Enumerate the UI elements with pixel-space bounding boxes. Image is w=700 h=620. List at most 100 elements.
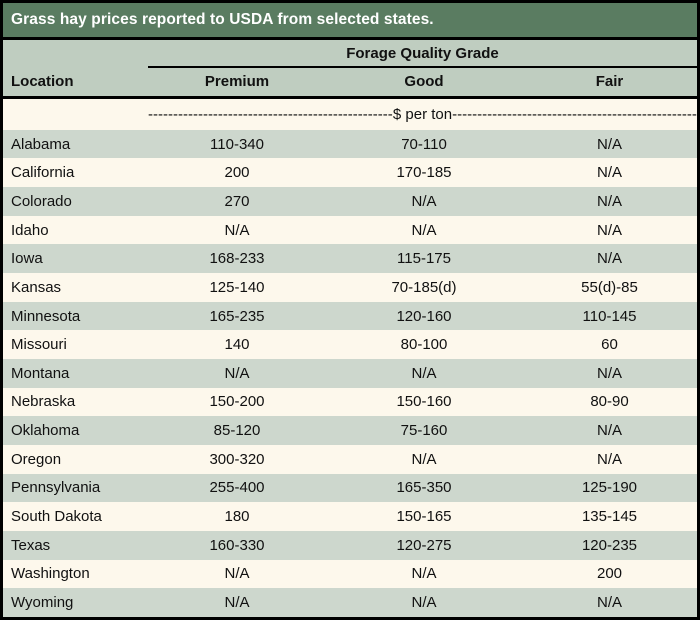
- column-header-premium: Premium: [148, 67, 326, 99]
- fair-cell: 60: [601, 336, 618, 354]
- premium-cell: 140: [224, 336, 250, 354]
- location-cell: Washington: [11, 565, 90, 583]
- table-row: Missouri 140 80-100 60: [3, 330, 697, 359]
- fair-cell: 125-190: [581, 479, 638, 497]
- location-cell: Missouri: [11, 336, 67, 354]
- premium-cell: 255-400: [209, 479, 265, 497]
- unit-row-spacer: [3, 97, 148, 130]
- table-row: Oklahoma 85-120 75-160 N/A: [3, 416, 697, 445]
- location-cell: Iowa: [11, 250, 43, 268]
- location-cell: Montana: [11, 364, 70, 382]
- table-row: California 200 170-185 N/A: [3, 158, 697, 188]
- good-cell: N/A: [411, 192, 437, 210]
- table-row: Washington N/A N/A 200: [3, 559, 697, 589]
- table-row: Pennsylvania 255-400 165-350 125-190: [3, 473, 697, 503]
- unit-label: $ per ton: [392, 105, 453, 123]
- table-row: South Dakota 180 150-165 135-145: [3, 502, 697, 531]
- good-cell: 75-160: [400, 422, 448, 440]
- good-cell: 115-175: [397, 250, 451, 268]
- fair-cell: N/A: [596, 164, 622, 182]
- location-cell: Nebraska: [11, 393, 76, 411]
- group-header: Forage Quality Grade: [148, 40, 697, 68]
- price-table: Forage Quality Grade Location Premium Go…: [3, 40, 697, 617]
- table-body: ----------------------------------------…: [3, 97, 697, 617]
- premium-cell: 270: [224, 192, 250, 210]
- fair-cell: N/A: [596, 135, 622, 153]
- premium-cell: 150-200: [209, 393, 265, 411]
- premium-cell: 85-120: [213, 422, 261, 440]
- good-cell: 70-185(d): [391, 278, 457, 296]
- table-row: Wyoming N/A N/A N/A: [3, 588, 697, 617]
- premium-cell: 300-320: [209, 450, 265, 468]
- table-row: Nebraska 150-200 150-160 80-90: [3, 387, 697, 417]
- table-header: Forage Quality Grade Location Premium Go…: [3, 40, 697, 99]
- unit-row-cell: ----------------------------------------…: [148, 97, 697, 130]
- table-row: Alabama 110-340 70-110 N/A: [3, 129, 697, 159]
- location-cell: Alabama: [11, 135, 71, 153]
- location-cell: Colorado: [11, 192, 72, 210]
- group-header-row: Forage Quality Grade: [3, 40, 697, 68]
- premium-cell: 180: [224, 508, 250, 526]
- table-row: Kansas 125-140 70-185(d) 55(d)-85: [3, 273, 697, 302]
- column-header-fair: Fair: [522, 67, 697, 99]
- unit-dash-line: ----------------------------------------…: [148, 106, 697, 123]
- fair-cell: 200: [596, 565, 623, 583]
- good-cell: N/A: [411, 594, 437, 612]
- premium-cell: 110-340: [210, 135, 264, 153]
- fair-cell: N/A: [596, 422, 622, 440]
- good-cell: 165-350: [396, 479, 452, 497]
- location-cell: Texas: [11, 536, 51, 554]
- location-cell: Minnesota: [11, 307, 81, 325]
- fair-cell: 135-145: [581, 508, 638, 526]
- group-header-spacer: [3, 40, 148, 67]
- location-cell: Wyoming: [11, 594, 74, 612]
- column-header-good: Good: [326, 67, 522, 99]
- location-cell: Pennsylvania: [11, 479, 101, 497]
- column-header-location: Location: [3, 67, 148, 99]
- premium-cell: N/A: [224, 594, 250, 612]
- good-cell: 150-160: [396, 393, 452, 411]
- fair-cell: 120-235: [581, 536, 638, 554]
- table-row: Montana N/A N/A N/A: [3, 359, 697, 388]
- table-title: Grass hay prices reported to USDA from s…: [3, 3, 697, 40]
- good-cell: N/A: [411, 450, 437, 468]
- premium-cell: 168-233: [209, 250, 265, 268]
- location-cell: Kansas: [11, 278, 62, 296]
- table-row: Minnesota 165-235 120-160 110-145: [3, 301, 697, 331]
- location-cell: South Dakota: [11, 508, 102, 526]
- premium-cell: 160-330: [209, 536, 265, 554]
- location-cell: Idaho: [11, 221, 49, 239]
- location-cell: California: [11, 164, 75, 182]
- premium-cell: 200: [224, 164, 250, 182]
- fair-cell: 55(d)-85: [581, 278, 638, 296]
- fair-cell: 110-145: [582, 307, 637, 325]
- dash-fill-left: ----------------------------------------…: [148, 105, 393, 123]
- good-cell: 80-100: [400, 336, 448, 354]
- good-cell: 170-185: [396, 164, 452, 182]
- good-cell: 120-160: [396, 307, 452, 325]
- location-cell: Oregon: [11, 450, 62, 468]
- premium-cell: N/A: [224, 221, 250, 239]
- fair-cell: N/A: [596, 221, 622, 239]
- fair-cell: N/A: [596, 364, 622, 382]
- fair-cell: 80-90: [590, 393, 629, 411]
- fair-cell: N/A: [596, 192, 622, 210]
- table-row: Oregon 300-320 N/A N/A: [3, 444, 697, 474]
- good-cell: 150-165: [396, 508, 452, 526]
- good-cell: N/A: [411, 221, 437, 239]
- table-row: Colorado 270 N/A N/A: [3, 187, 697, 216]
- good-cell: N/A: [411, 565, 437, 583]
- premium-cell: 165-235: [209, 307, 265, 325]
- unit-row: ----------------------------------------…: [3, 97, 697, 130]
- premium-cell: N/A: [224, 364, 250, 382]
- location-cell: Oklahoma: [11, 422, 80, 440]
- premium-cell: N/A: [224, 565, 250, 583]
- good-cell: N/A: [411, 364, 437, 382]
- fair-cell: N/A: [596, 450, 622, 468]
- fair-cell: N/A: [596, 594, 622, 612]
- table-row: Iowa 168-233 115-175 N/A: [3, 244, 697, 274]
- good-cell: 70-110: [401, 135, 447, 153]
- fair-cell: N/A: [596, 250, 622, 268]
- dash-fill-right: ----------------------------------------…: [452, 105, 697, 123]
- table-row: Idaho N/A N/A N/A: [3, 215, 697, 245]
